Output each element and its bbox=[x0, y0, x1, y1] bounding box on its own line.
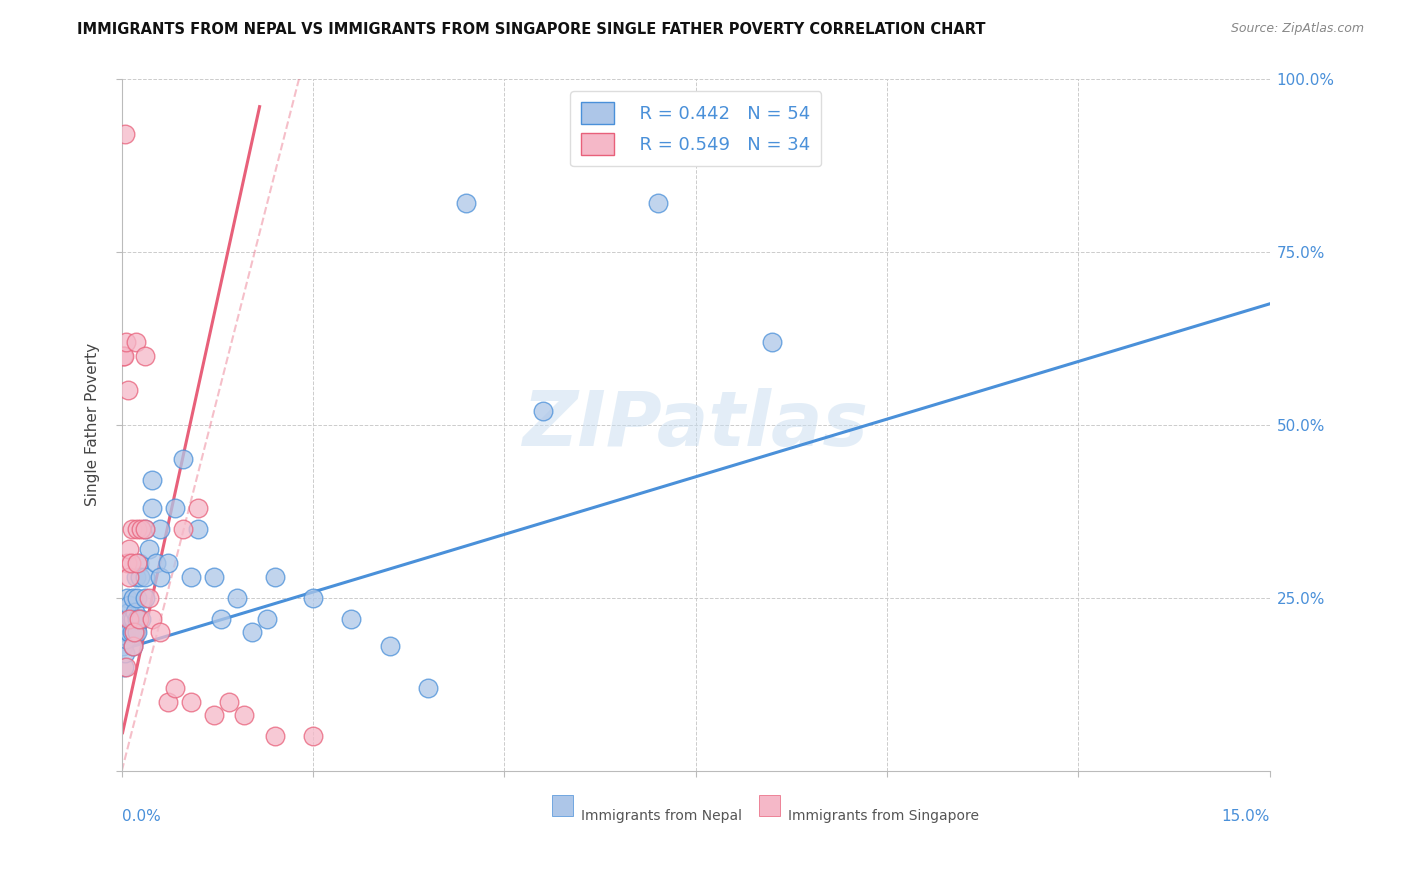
Point bbox=[120, 556, 142, 570]
Y-axis label: Single Father Poverty: Single Father Poverty bbox=[86, 343, 100, 507]
FancyBboxPatch shape bbox=[759, 795, 779, 815]
Point bbox=[156, 556, 179, 570]
Point bbox=[129, 522, 152, 536]
Point bbox=[122, 591, 145, 605]
Point bbox=[302, 591, 325, 605]
Point bbox=[145, 556, 167, 570]
Point bbox=[112, 349, 135, 363]
Point bbox=[129, 570, 152, 584]
Text: 0.0%: 0.0% bbox=[122, 809, 160, 823]
Point bbox=[127, 522, 149, 536]
Point bbox=[761, 334, 783, 349]
Point bbox=[118, 598, 141, 612]
Point bbox=[121, 522, 143, 536]
Point bbox=[149, 522, 172, 536]
Point bbox=[114, 660, 136, 674]
Point bbox=[127, 625, 149, 640]
Point bbox=[134, 570, 156, 584]
Point bbox=[121, 639, 143, 653]
Point bbox=[114, 611, 136, 625]
Point bbox=[416, 681, 439, 695]
Legend:   R = 0.442   N = 54,   R = 0.549   N = 34: R = 0.442 N = 54, R = 0.549 N = 34 bbox=[571, 92, 821, 166]
Point bbox=[122, 639, 145, 653]
Point bbox=[115, 632, 138, 647]
Point bbox=[172, 522, 194, 536]
Text: IMMIGRANTS FROM NEPAL VS IMMIGRANTS FROM SINGAPORE SINGLE FATHER POVERTY CORRELA: IMMIGRANTS FROM NEPAL VS IMMIGRANTS FROM… bbox=[77, 22, 986, 37]
Point bbox=[141, 500, 163, 515]
Text: Immigrants from Singapore: Immigrants from Singapore bbox=[787, 809, 979, 822]
Point bbox=[172, 452, 194, 467]
Point bbox=[122, 625, 145, 640]
Point bbox=[149, 625, 172, 640]
Point bbox=[187, 500, 209, 515]
Point bbox=[112, 639, 135, 653]
Point bbox=[127, 611, 149, 625]
Point bbox=[115, 556, 138, 570]
Point bbox=[118, 570, 141, 584]
Text: Source: ZipAtlas.com: Source: ZipAtlas.com bbox=[1230, 22, 1364, 36]
Point bbox=[118, 605, 141, 619]
Point bbox=[117, 384, 139, 398]
Point bbox=[134, 349, 156, 363]
Point bbox=[122, 611, 145, 625]
Point bbox=[138, 591, 160, 605]
Point bbox=[134, 522, 156, 536]
Point bbox=[647, 196, 669, 211]
Point bbox=[124, 605, 146, 619]
Point bbox=[233, 708, 256, 723]
Point bbox=[114, 625, 136, 640]
Point bbox=[531, 404, 554, 418]
Text: ZIPatlas: ZIPatlas bbox=[523, 388, 869, 462]
Point bbox=[128, 556, 150, 570]
Point bbox=[127, 591, 149, 605]
Point bbox=[240, 625, 263, 640]
Point bbox=[187, 522, 209, 536]
Point bbox=[456, 196, 478, 211]
Point bbox=[180, 694, 202, 708]
Point bbox=[302, 729, 325, 743]
Point bbox=[129, 611, 152, 625]
Point bbox=[256, 611, 278, 625]
Point bbox=[117, 611, 139, 625]
Point bbox=[202, 570, 225, 584]
Point bbox=[141, 473, 163, 487]
Point bbox=[378, 639, 401, 653]
Point bbox=[118, 542, 141, 557]
Point bbox=[128, 611, 150, 625]
Text: 15.0%: 15.0% bbox=[1222, 809, 1270, 823]
Point bbox=[118, 611, 141, 625]
Point bbox=[264, 729, 287, 743]
Point bbox=[114, 646, 136, 660]
Point bbox=[118, 625, 141, 640]
Point bbox=[112, 660, 135, 674]
Point bbox=[180, 570, 202, 584]
Point bbox=[209, 611, 232, 625]
Point bbox=[124, 334, 146, 349]
Point bbox=[120, 611, 142, 625]
Point bbox=[264, 570, 287, 584]
Point bbox=[124, 570, 146, 584]
Point bbox=[114, 128, 136, 142]
Point bbox=[115, 334, 138, 349]
Point bbox=[127, 556, 149, 570]
Point bbox=[112, 349, 135, 363]
Point bbox=[202, 708, 225, 723]
Point bbox=[138, 542, 160, 557]
Point bbox=[121, 625, 143, 640]
Point bbox=[340, 611, 363, 625]
Point bbox=[134, 591, 156, 605]
Point bbox=[165, 681, 187, 695]
FancyBboxPatch shape bbox=[553, 795, 574, 815]
Point bbox=[115, 591, 138, 605]
Point bbox=[122, 625, 145, 640]
Point bbox=[156, 694, 179, 708]
Point bbox=[218, 694, 240, 708]
Point bbox=[141, 611, 163, 625]
Text: Immigrants from Nepal: Immigrants from Nepal bbox=[581, 809, 742, 822]
Point bbox=[134, 522, 156, 536]
Point bbox=[149, 570, 172, 584]
Point bbox=[165, 500, 187, 515]
Point bbox=[118, 625, 141, 640]
Point bbox=[225, 591, 247, 605]
